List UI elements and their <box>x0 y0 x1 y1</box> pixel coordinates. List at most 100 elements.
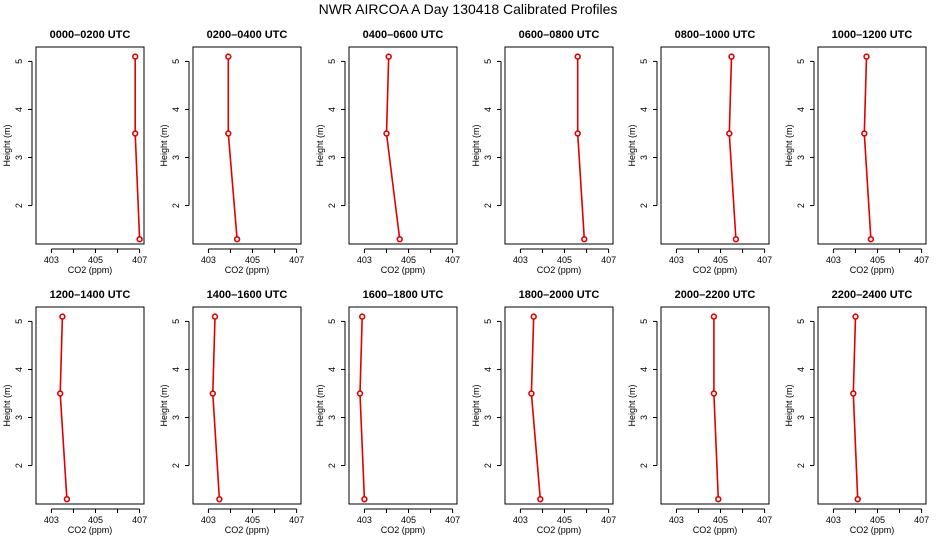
plot-frame <box>192 46 302 245</box>
y-tick-label: 5 <box>327 59 337 64</box>
data-point <box>132 53 139 60</box>
plot-frame <box>660 46 770 245</box>
co2-profile-line <box>227 56 238 240</box>
x-axis-label: CO2 (ppm) <box>225 525 270 535</box>
data-point <box>732 236 740 243</box>
data-point <box>726 130 733 137</box>
x-axis-label: CO2 (ppm) <box>381 525 426 535</box>
y-tick-label: 2 <box>796 203 806 208</box>
x-tick-label: 403 <box>357 255 372 265</box>
x-tick-label: 407 <box>757 255 772 265</box>
x-tick-label: 405 <box>557 255 572 265</box>
x-axis-label: CO2 (ppm) <box>693 265 738 275</box>
x-tick-label: 407 <box>914 255 929 265</box>
y-axis-label: Height (m) <box>2 384 12 426</box>
y-tick-label: 5 <box>14 319 24 324</box>
profile-panel: 0000–0200 UTC 403 405 407 CO2 (ppm) 2 3 4 5 Heigh… <box>2 29 147 275</box>
x-axis-label: CO2 (ppm) <box>537 525 582 535</box>
y-tick-label: 3 <box>327 415 337 420</box>
y-tick-label: 5 <box>639 319 649 324</box>
profile-panel: 0400–0600 UTC 403 405 407 CO2 (ppm) 2 3 4 5 Heigh… <box>315 29 460 275</box>
data-point <box>574 130 581 137</box>
data-point <box>359 313 366 320</box>
data-point <box>854 496 861 503</box>
co2-profile-line <box>530 316 542 500</box>
plot-frame <box>817 306 927 505</box>
y-tick-label: 5 <box>796 319 806 324</box>
y-tick-label: 2 <box>639 203 649 208</box>
plot-frame <box>504 306 614 505</box>
y-tick-label: 2 <box>171 463 181 468</box>
x-axis-label: CO2 (ppm) <box>225 265 270 275</box>
data-point <box>867 236 875 243</box>
data-point <box>63 496 71 503</box>
y-axis-label: Height (m) <box>471 384 481 426</box>
y-axis-label: Height (m) <box>471 124 481 166</box>
x-tick-label: 407 <box>289 255 304 265</box>
y-tick-label: 2 <box>14 203 24 208</box>
y-tick-label: 4 <box>14 367 24 372</box>
plot-frame <box>504 46 614 245</box>
x-tick-label: 403 <box>826 255 841 265</box>
plot-frame <box>817 46 927 245</box>
x-tick-label: 407 <box>132 515 147 525</box>
plot-frame <box>35 306 145 505</box>
data-point <box>356 390 364 397</box>
panel-title: 0000–0200 UTC <box>50 29 131 41</box>
y-tick-label: 5 <box>483 319 493 324</box>
data-point <box>710 390 718 397</box>
y-tick-label: 4 <box>483 367 493 372</box>
y-tick-label: 4 <box>327 367 337 372</box>
figure-title: NWR AIRCOA A Day 130418 Calibrated Profi… <box>319 1 618 17</box>
y-tick-label: 3 <box>14 415 24 420</box>
x-tick-label: 407 <box>601 515 616 525</box>
co2-profile-line <box>359 316 366 500</box>
y-axis-label: Height (m) <box>159 384 169 426</box>
panel-title: 0800–1000 UTC <box>675 29 756 41</box>
x-tick-label: 405 <box>401 515 416 525</box>
y-tick-label: 4 <box>171 107 181 112</box>
co2-profile-line <box>713 316 720 500</box>
x-tick-label: 407 <box>289 515 304 525</box>
panel-grid: 0000–0200 UTC 403 405 407 CO2 (ppm) 2 3 4 5 Heigh… <box>2 29 929 535</box>
panel-title: 0400–0600 UTC <box>363 29 444 41</box>
data-point <box>209 390 217 397</box>
data-point <box>715 496 722 503</box>
plot-frame <box>348 46 458 245</box>
x-tick-label: 405 <box>557 515 572 525</box>
x-tick-label: 407 <box>914 515 929 525</box>
y-tick-label: 4 <box>639 107 649 112</box>
y-tick-label: 2 <box>14 463 24 468</box>
y-tick-label: 4 <box>171 367 181 372</box>
y-tick-label: 5 <box>796 59 806 64</box>
y-tick-label: 5 <box>639 59 649 64</box>
data-point <box>225 53 232 60</box>
x-tick-label: 403 <box>669 515 684 525</box>
profile-panel: 1600–1800 UTC 403 405 407 CO2 (ppm) 2 3 4 5 Heigh… <box>315 289 460 535</box>
panel-title: 2200–2400 UTC <box>832 289 913 301</box>
profile-panel: 2000–2200 UTC 403 405 407 CO2 (ppm) 2 3 4 5 Heigh… <box>627 289 772 535</box>
data-point <box>852 313 859 320</box>
y-tick-label: 2 <box>327 203 337 208</box>
y-tick-label: 5 <box>327 319 337 324</box>
y-tick-label: 4 <box>796 367 806 372</box>
x-tick-label: 405 <box>245 515 260 525</box>
data-point <box>132 130 139 137</box>
y-axis-label: Height (m) <box>627 384 637 426</box>
profile-panel: 0200–0400 UTC 403 405 407 CO2 (ppm) 2 3 4 5 Heigh… <box>159 29 304 275</box>
data-point <box>728 53 735 60</box>
co2-profile-line <box>385 56 401 240</box>
panel-title: 0600–0800 UTC <box>519 29 600 41</box>
y-tick-label: 4 <box>14 107 24 112</box>
y-tick-label: 3 <box>14 155 24 160</box>
co2-profile-line <box>576 56 586 240</box>
y-tick-label: 5 <box>171 319 181 324</box>
x-tick-label: 405 <box>713 255 728 265</box>
y-axis-label: Height (m) <box>315 124 325 166</box>
y-tick-label: 2 <box>171 203 181 208</box>
y-tick-label: 4 <box>639 367 649 372</box>
co2-profile-line <box>863 56 872 240</box>
data-point <box>574 53 581 60</box>
profile-panel: 0800–1000 UTC 403 405 407 CO2 (ppm) 2 3 4 5 Heigh… <box>627 29 772 275</box>
y-tick-label: 3 <box>639 155 649 160</box>
